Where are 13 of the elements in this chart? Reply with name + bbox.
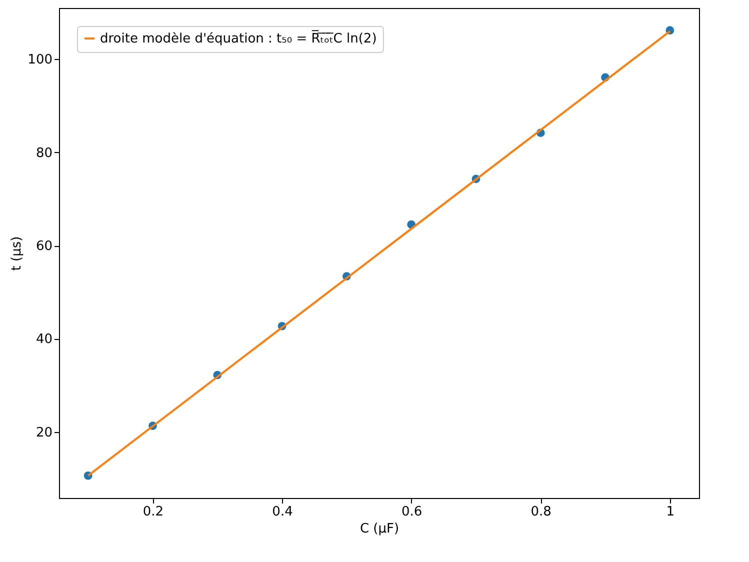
x-tick-label: 0.4 (272, 504, 293, 520)
x-tick-label: 0.2 (142, 504, 164, 520)
x-tick-label: 1 (666, 504, 675, 520)
x-tick-label: 0.8 (530, 504, 552, 520)
legend-label: droite modèle d'équation : t₅₀ = R̅ₜ̅ₒ̅ₜ̅C ln(2) (100, 30, 377, 46)
y-axis-title: t (μs) (10, 236, 25, 271)
x-tick-label: 0.6 (401, 504, 422, 520)
y-tick-label: 60 (36, 239, 52, 254)
y-tick-label: 40 (36, 332, 52, 348)
y-tick-label: 100 (28, 52, 52, 68)
y-tick-label: 20 (36, 425, 52, 440)
x-axis-title: C (μF) (360, 522, 400, 536)
y-tick-label: 80 (36, 146, 52, 161)
